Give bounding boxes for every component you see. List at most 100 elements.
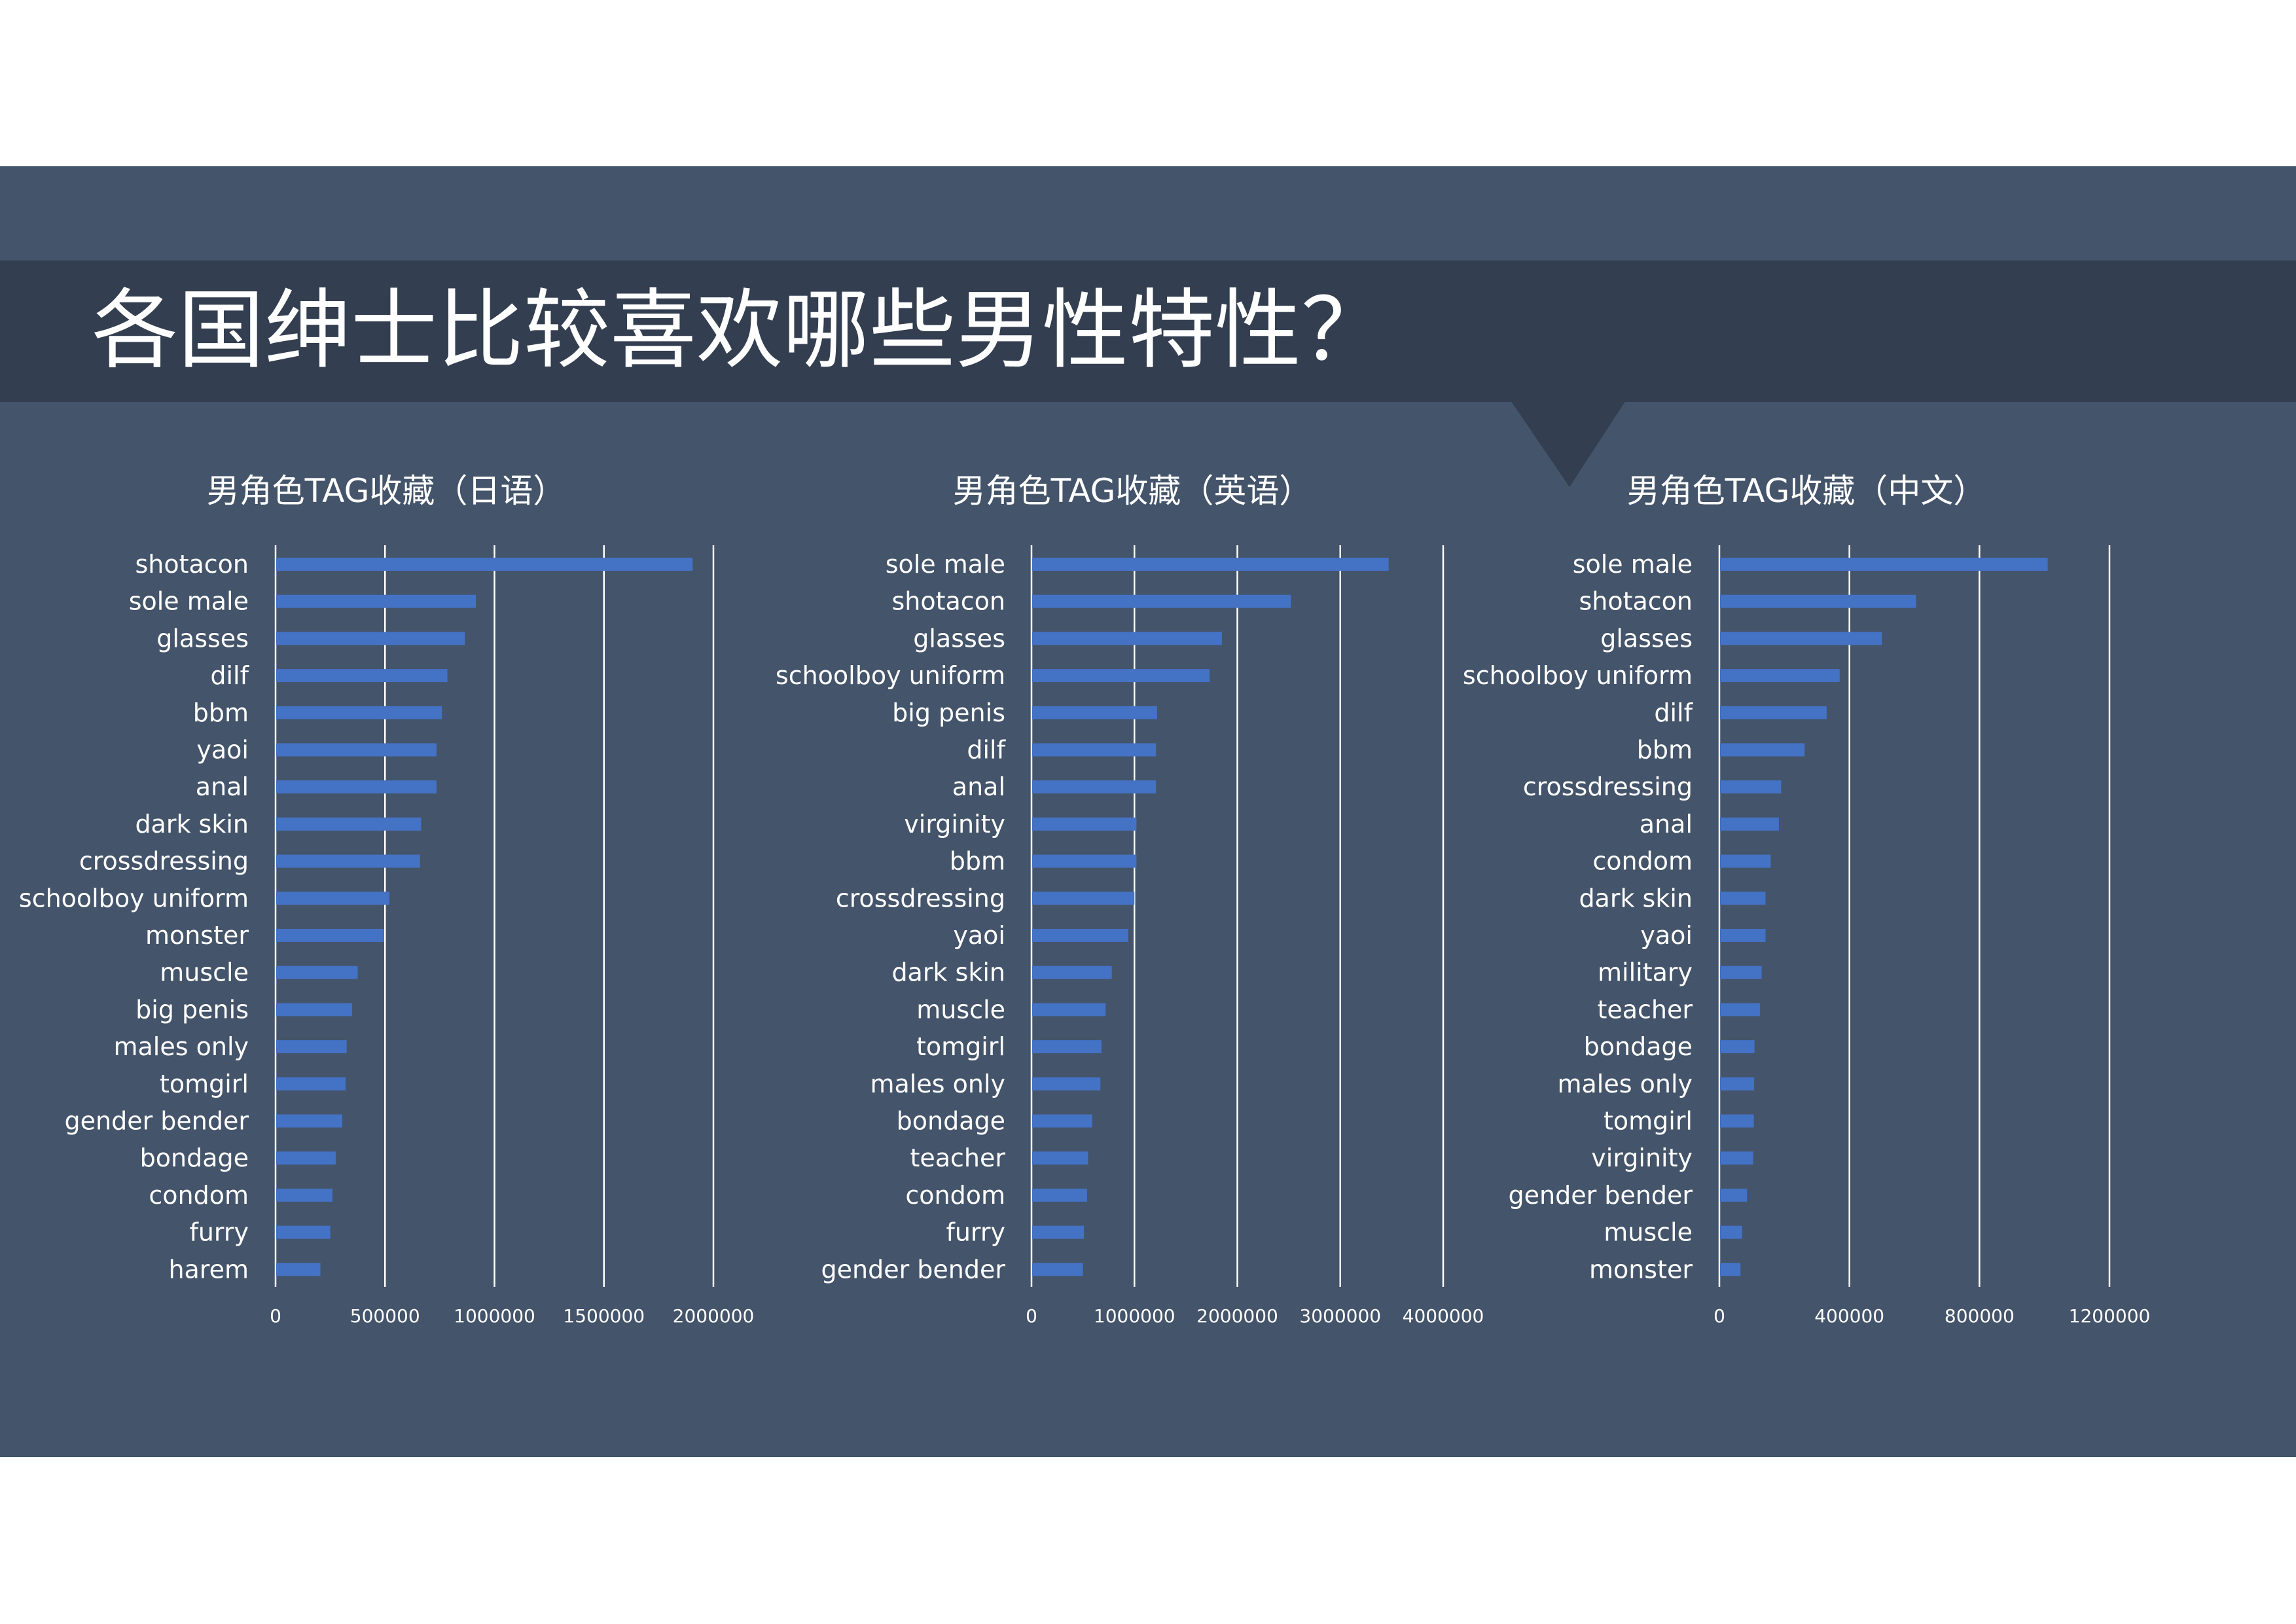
- category-label: condom: [1592, 847, 1693, 876]
- bar: [276, 929, 384, 942]
- category-label: military: [1598, 958, 1693, 987]
- chart-title-chinese: 男角色TAG收藏（中文）: [1626, 472, 1986, 510]
- bar: [1032, 669, 1210, 683]
- category-label: schoolboy uniform: [19, 884, 249, 912]
- bar: [1032, 1003, 1106, 1017]
- category-label: dark skin: [1579, 884, 1693, 912]
- category-label: glasses: [1600, 624, 1693, 653]
- category-label: gender bender: [1509, 1181, 1693, 1210]
- bar: [1720, 965, 1762, 979]
- bar: [1032, 594, 1291, 608]
- bar: [276, 1040, 347, 1054]
- category-label: shotacon: [1579, 587, 1693, 616]
- bar: [1032, 854, 1137, 868]
- category-label: teacher: [910, 1144, 1005, 1172]
- category-label: anal: [952, 772, 1005, 801]
- chart-title-english: 男角色TAG收藏（英语）: [952, 472, 1312, 510]
- category-label: crossdressing: [1523, 772, 1693, 801]
- category-label: glasses: [156, 624, 249, 653]
- bar: [276, 1003, 353, 1017]
- title-band: [0, 261, 2296, 402]
- bar: [1720, 669, 1840, 683]
- bar: [1032, 1225, 1085, 1239]
- category-label: furry: [189, 1218, 249, 1247]
- category-label: yaoi: [196, 736, 249, 765]
- category-label: anal: [196, 772, 249, 801]
- x-tick-label: 1000000: [454, 1305, 535, 1327]
- category-label: big penis: [135, 995, 249, 1024]
- bar: [276, 780, 437, 794]
- bar: [1032, 1077, 1101, 1091]
- bar: [1032, 780, 1157, 794]
- bar: [276, 706, 442, 719]
- category-label: sole male: [886, 550, 1005, 579]
- bar: [1720, 1151, 1753, 1165]
- bar: [276, 1263, 321, 1276]
- bar: [1032, 965, 1112, 979]
- bar: [1720, 817, 1779, 831]
- bar: [1032, 1151, 1088, 1165]
- category-label: dilf: [1654, 698, 1693, 727]
- x-tick-label: 0: [1026, 1305, 1037, 1327]
- category-label: shotacon: [891, 587, 1005, 616]
- bar: [1720, 929, 1766, 942]
- x-tick-label: 1000000: [1094, 1305, 1175, 1327]
- bar: [1720, 780, 1782, 794]
- category-label: monster: [1589, 1255, 1693, 1284]
- bar: [276, 1188, 332, 1202]
- bar: [276, 965, 358, 979]
- bar: [1032, 929, 1128, 942]
- bar: [276, 1077, 346, 1091]
- category-label: tomgirl: [160, 1070, 249, 1098]
- category-label: dilf: [967, 736, 1006, 765]
- category-label: tomgirl: [916, 1032, 1005, 1061]
- x-tick-label: 400000: [1814, 1305, 1884, 1327]
- bar: [1032, 706, 1157, 719]
- category-label: muscle: [1604, 1218, 1693, 1247]
- bar: [276, 669, 448, 683]
- category-label: dilf: [210, 661, 249, 690]
- category-label: yaoi: [1640, 921, 1693, 950]
- bar: [1720, 743, 1805, 757]
- category-label: anal: [1640, 810, 1693, 839]
- category-label: teacher: [1597, 995, 1693, 1024]
- chart-title-japanese: 男角色TAG收藏（日语）: [206, 472, 566, 510]
- category-label: yaoi: [953, 921, 1005, 950]
- category-label: males only: [1558, 1070, 1693, 1098]
- bar: [1032, 632, 1222, 645]
- bar: [276, 594, 476, 608]
- bar: [276, 558, 693, 571]
- bar: [276, 892, 389, 905]
- bar: [1720, 854, 1771, 868]
- category-label: dark skin: [135, 810, 249, 839]
- category-label: males only: [870, 1070, 1006, 1098]
- x-tick-label: 1200000: [2069, 1305, 2151, 1327]
- category-label: big penis: [892, 698, 1005, 727]
- category-label: bbm: [950, 847, 1005, 876]
- bar: [276, 1225, 331, 1239]
- bar: [1720, 1040, 1755, 1054]
- category-label: dark skin: [891, 958, 1005, 987]
- category-label: bbm: [1637, 736, 1693, 765]
- bar: [1032, 1114, 1092, 1128]
- bar: [1032, 892, 1135, 905]
- bar: [1032, 1188, 1087, 1202]
- category-label: bondage: [140, 1144, 249, 1172]
- bar: [1720, 594, 1916, 608]
- category-label: tomgirl: [1604, 1107, 1693, 1136]
- bar: [1720, 1263, 1741, 1276]
- category-label: muscle: [160, 958, 249, 987]
- bar: [1720, 892, 1766, 905]
- bar: [1720, 1188, 1748, 1202]
- x-tick-label: 4000000: [1403, 1305, 1484, 1327]
- category-label: gender bender: [821, 1255, 1006, 1284]
- x-tick-label: 2000000: [1196, 1305, 1278, 1327]
- bar: [1720, 1114, 1754, 1128]
- x-tick-label: 2000000: [673, 1305, 755, 1327]
- bar: [1720, 1225, 1742, 1239]
- bar: [276, 854, 420, 868]
- bar: [276, 743, 437, 757]
- bar: [276, 1151, 336, 1165]
